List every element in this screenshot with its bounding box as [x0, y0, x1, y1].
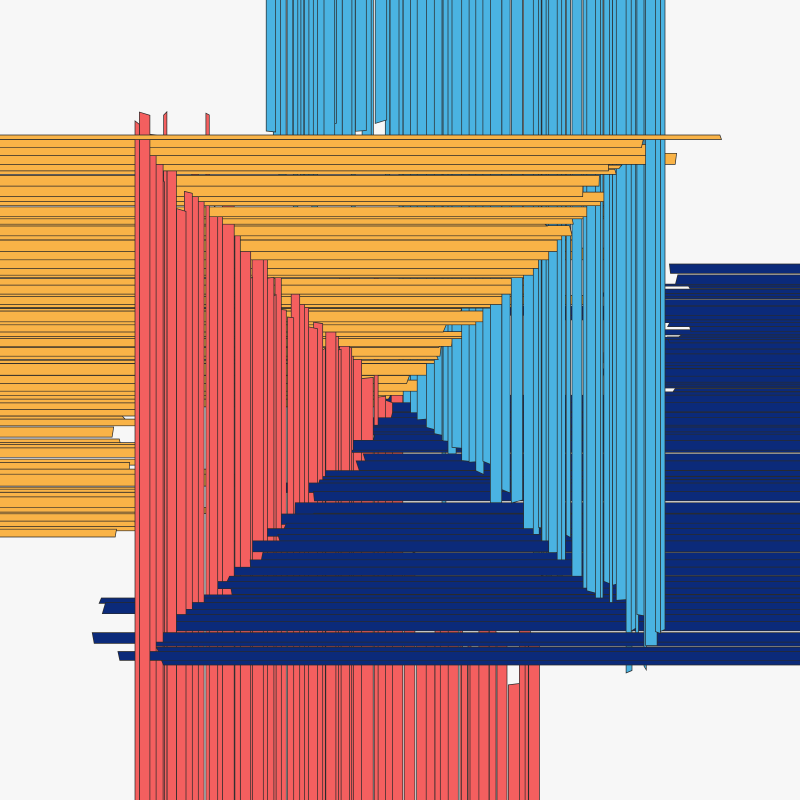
orange-strip: [0, 496, 140, 509]
red-strip: [222, 191, 235, 800]
navy-strip: [117, 651, 800, 661]
red-strip: [234, 224, 241, 800]
navy-strip: [217, 566, 800, 576]
navy-strip: [669, 263, 800, 274]
navy-strip: [160, 659, 800, 666]
blue-strip: [609, 0, 613, 624]
red-strip: [461, 648, 468, 800]
red-strip: [134, 120, 140, 800]
navy-strip: [212, 581, 800, 590]
navy-strip: [149, 641, 800, 647]
orange-strip: [0, 185, 584, 197]
navy-strip: [234, 540, 800, 553]
red-strip: [239, 209, 252, 800]
red-strip: [191, 160, 199, 800]
orange-strip: [0, 175, 600, 187]
blue-strip: [565, 0, 571, 539]
orange-strip: [0, 139, 644, 149]
orange-strip: [0, 528, 117, 538]
navy-strip: [156, 621, 800, 632]
blue-strip: [541, 0, 547, 544]
orange-strip: [0, 225, 573, 237]
navy-strip: [672, 388, 800, 392]
blue-strip: [355, 0, 367, 132]
blue-strip: [265, 0, 276, 133]
blue-strip: [323, 0, 336, 148]
blue-strip: [660, 0, 666, 632]
blue-strip: [561, 0, 566, 565]
red-strip: [166, 141, 177, 800]
red-strip: [205, 112, 210, 800]
orange-strip: [0, 409, 153, 417]
blue-strip: [636, 0, 645, 617]
red-strip: [507, 683, 521, 800]
orange-strip: [0, 415, 127, 420]
orange-strip: [0, 206, 624, 218]
orange-strip: [0, 462, 131, 471]
orange-strip: [0, 239, 578, 252]
red-strip: [251, 235, 264, 800]
red-strip: [266, 276, 275, 800]
blue-strip: [600, 0, 604, 626]
blue-strip: [655, 0, 661, 635]
blue-strip: [571, 0, 583, 612]
blue-strip: [603, 0, 611, 585]
red-strip: [176, 208, 187, 800]
navy-strip: [674, 274, 800, 285]
orange-strip: [0, 258, 549, 269]
navy-strip: [277, 534, 800, 542]
navy-strip: [249, 559, 800, 568]
orange-strip: [0, 134, 722, 140]
blue-strip: [374, 0, 388, 124]
blue-strip: [341, 0, 353, 150]
orange-strip: [0, 426, 115, 438]
red-strip: [139, 111, 151, 800]
orange-strip: [0, 235, 576, 241]
blue-strip: [615, 0, 628, 601]
navy-strip: [230, 587, 800, 595]
red-strip: [208, 212, 219, 800]
